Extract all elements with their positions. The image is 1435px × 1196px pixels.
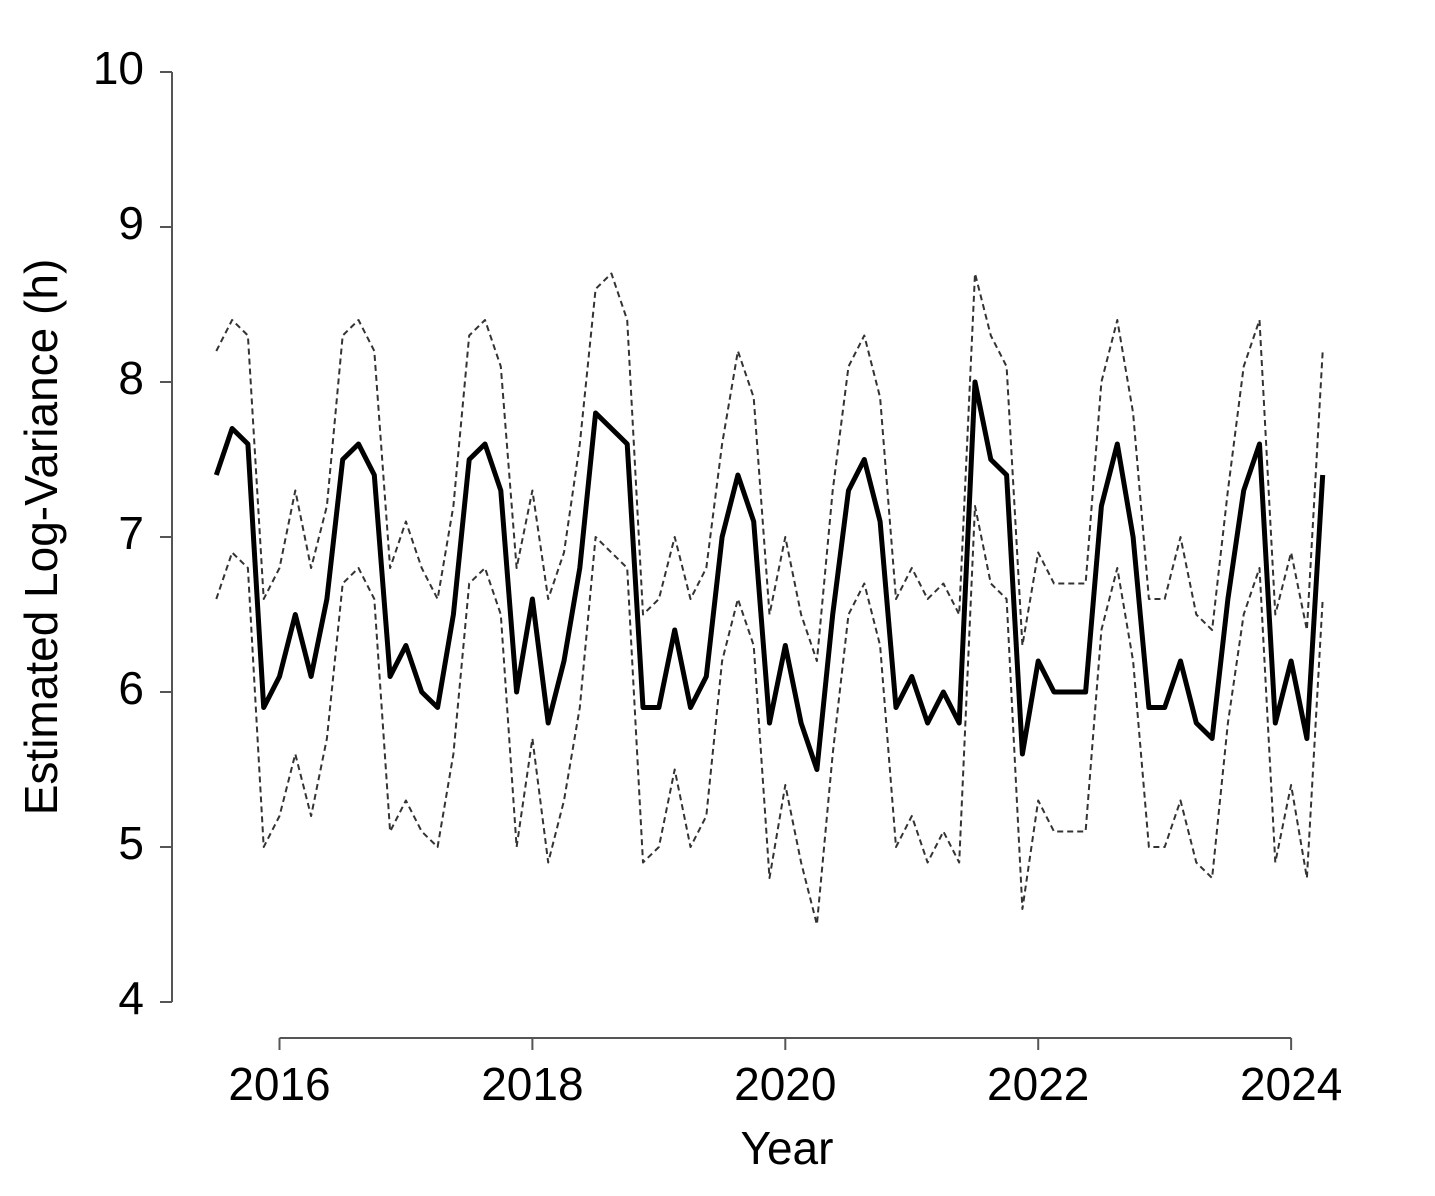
x-tick-label: 2024	[1240, 1058, 1342, 1110]
y-tick-label: 7	[118, 507, 144, 559]
x-axis-label: Year	[741, 1122, 834, 1174]
band-line	[215, 505, 1324, 926]
x-tick-label: 2020	[734, 1058, 836, 1110]
x-tick-label: 2022	[987, 1058, 1089, 1110]
x-tick-label: 2018	[481, 1058, 583, 1110]
y-tick-label: 5	[118, 817, 144, 869]
estimate-line	[213, 379, 1326, 772]
x-tick-label: 2016	[228, 1058, 330, 1110]
y-axis-label: Estimated Log-Variance (h)	[15, 259, 67, 816]
y-tick-label: 6	[118, 662, 144, 714]
y-tick-label: 4	[118, 972, 144, 1024]
y-tick-label: 10	[93, 42, 144, 94]
y-tick-label: 8	[118, 352, 144, 404]
y-tick-label: 9	[118, 197, 144, 249]
